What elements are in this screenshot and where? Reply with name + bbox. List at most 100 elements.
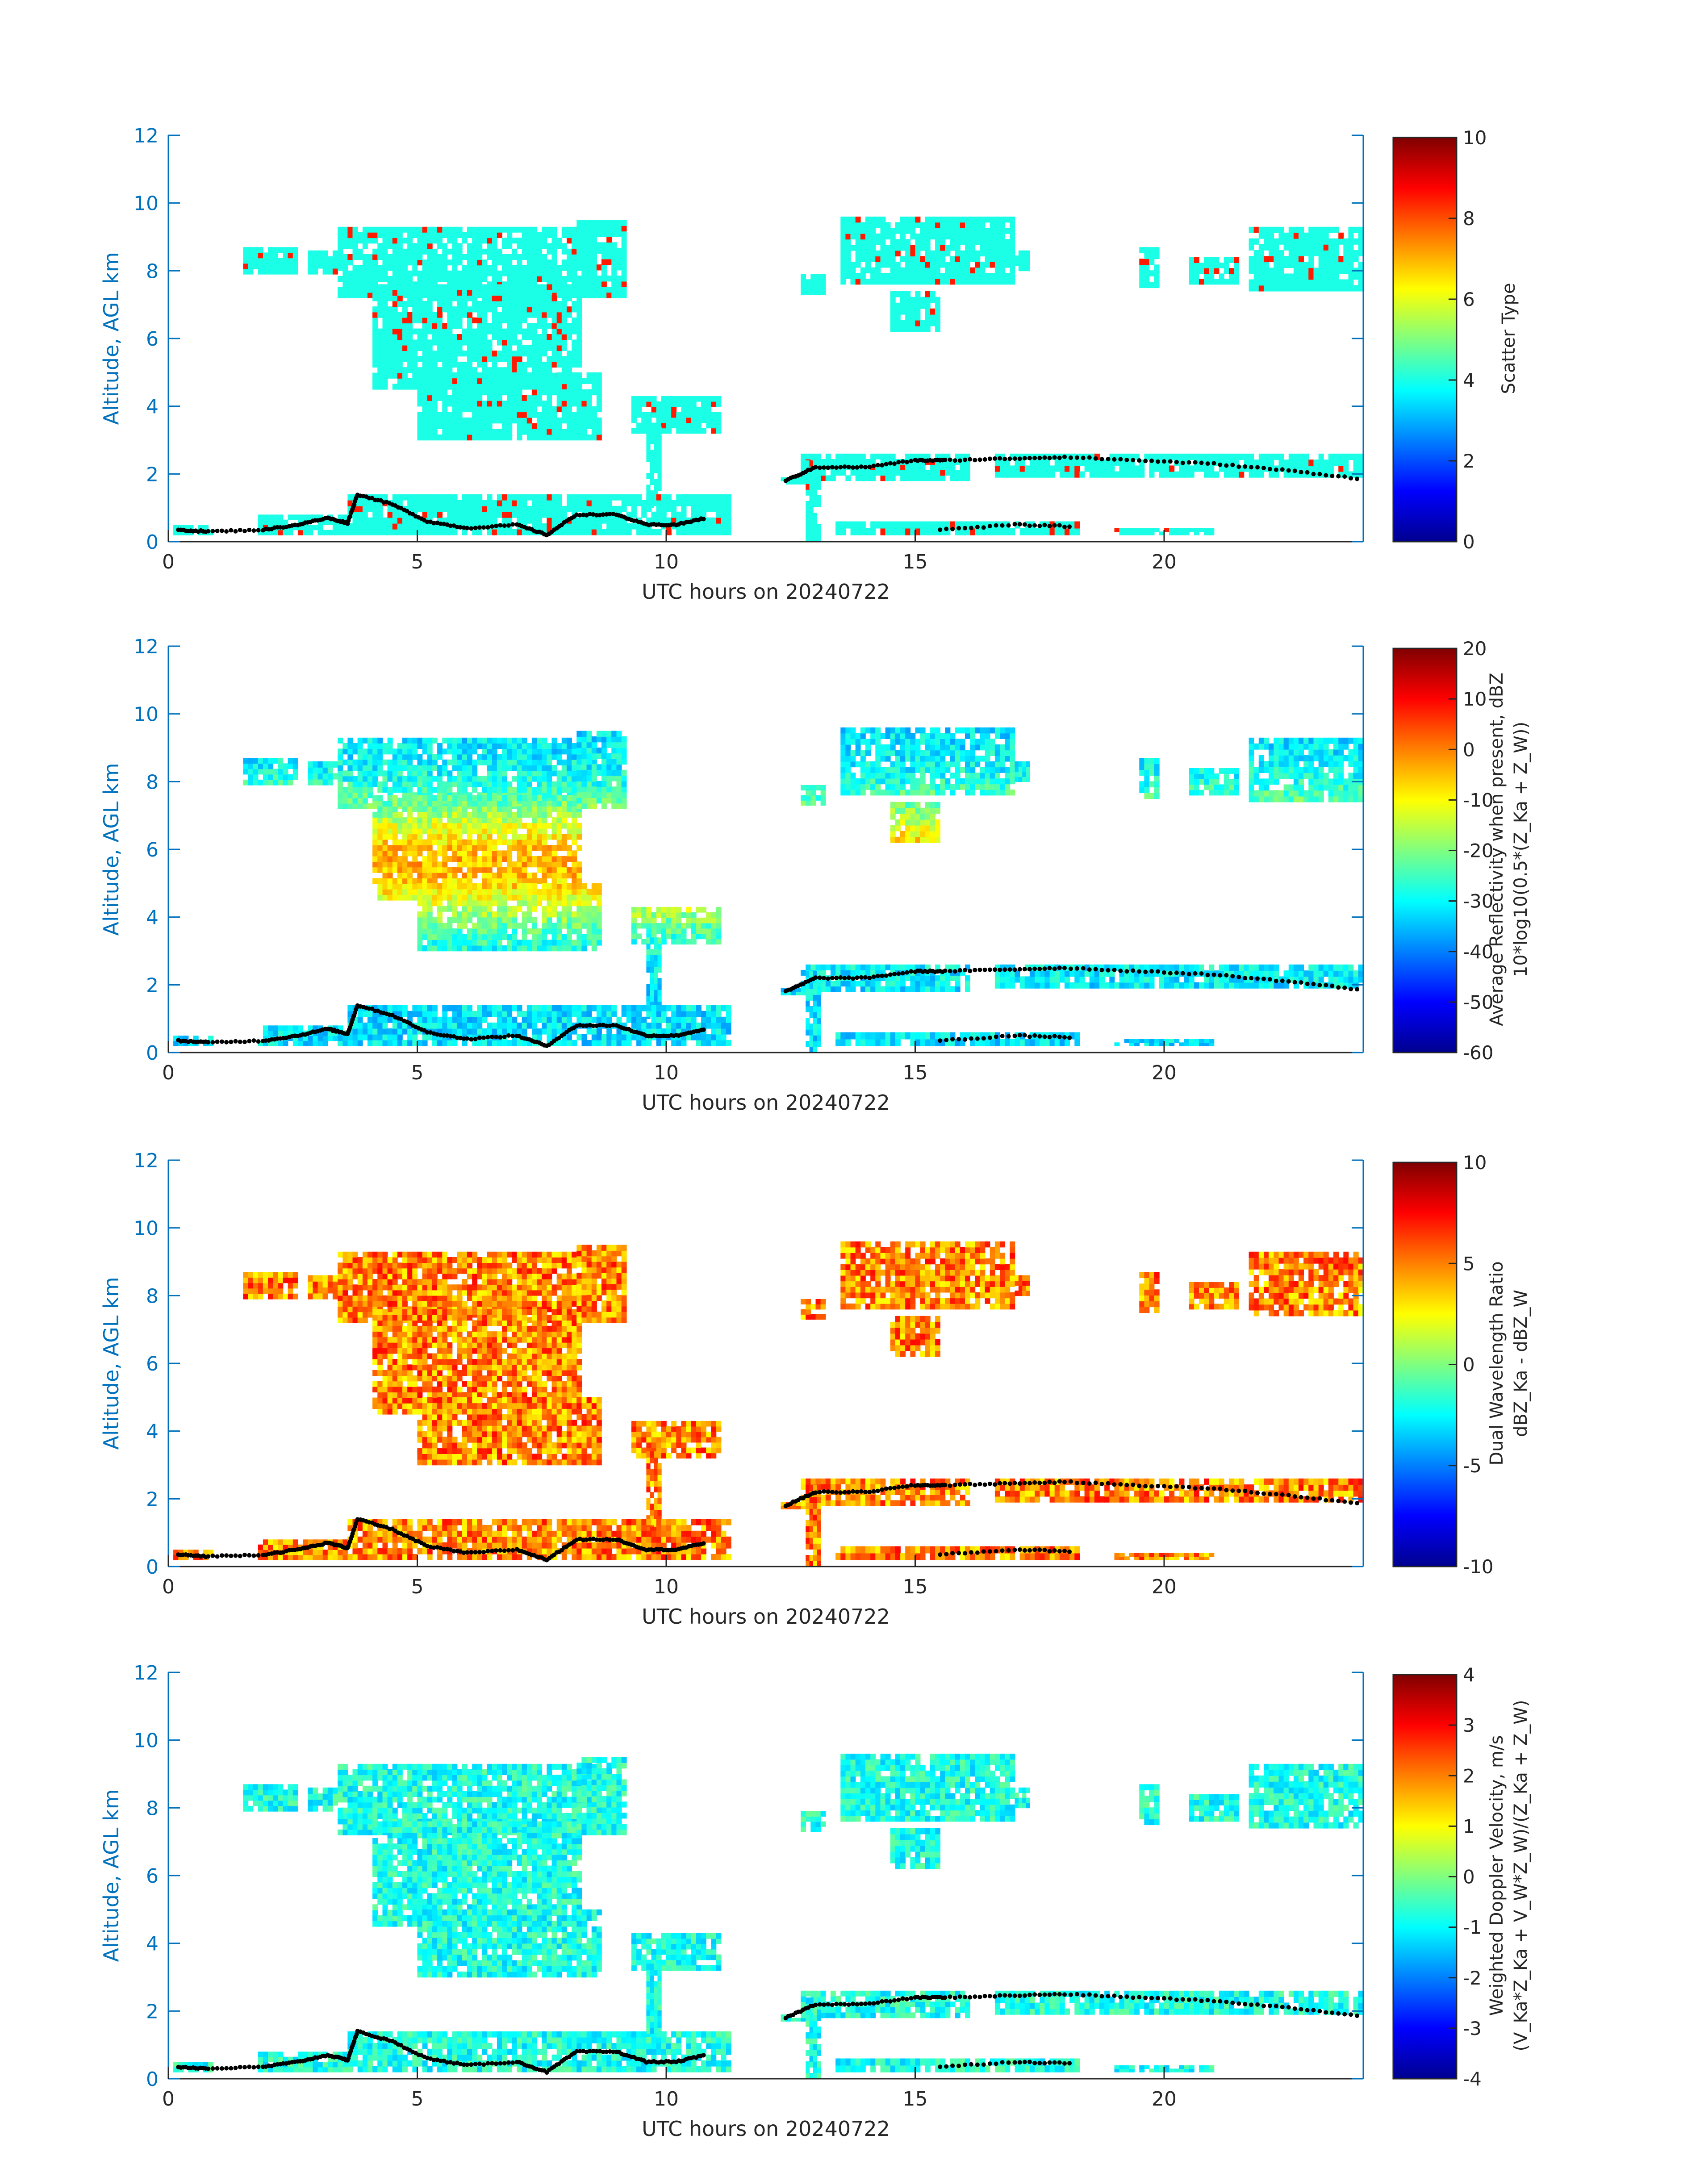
echo-cell bbox=[362, 803, 368, 809]
echo-cell bbox=[437, 517, 443, 524]
echo-cell bbox=[556, 356, 562, 362]
echo-cell bbox=[537, 434, 543, 441]
echo-cell bbox=[517, 361, 522, 368]
echo-cell bbox=[1024, 521, 1030, 529]
echo-cell bbox=[297, 514, 303, 520]
echo-cell bbox=[497, 389, 502, 396]
echo-cell bbox=[263, 252, 268, 259]
echo-cell bbox=[308, 773, 313, 780]
echo-cell bbox=[462, 517, 468, 524]
echo-cell bbox=[596, 292, 602, 298]
echo-cell bbox=[855, 273, 861, 279]
echo-cell bbox=[621, 523, 627, 530]
echo-cell bbox=[412, 306, 418, 313]
echo-cell bbox=[1139, 465, 1145, 472]
echo-cell bbox=[591, 231, 597, 237]
echo-cell bbox=[950, 267, 956, 274]
boundary-dot bbox=[1336, 474, 1341, 479]
echo-cell bbox=[1139, 270, 1145, 277]
echo-cell bbox=[407, 494, 413, 501]
echo-cell bbox=[427, 361, 433, 368]
echo-cell bbox=[392, 270, 398, 276]
echo-cell bbox=[975, 256, 981, 262]
echo-cell bbox=[422, 395, 428, 401]
echo-cell bbox=[1010, 465, 1015, 472]
echo-cell bbox=[392, 776, 398, 782]
echo-cell bbox=[925, 475, 931, 481]
echo-cell bbox=[1199, 263, 1204, 268]
echo-cell bbox=[517, 395, 522, 401]
echo-cell bbox=[432, 500, 438, 506]
echo-cell bbox=[462, 295, 468, 301]
echo-cell bbox=[890, 239, 896, 245]
boundary-dot bbox=[1274, 468, 1278, 472]
echo-cell bbox=[850, 279, 856, 285]
echo-cell bbox=[915, 521, 921, 529]
echo-cell bbox=[556, 276, 562, 282]
echo-cell bbox=[477, 290, 483, 296]
echo-cell bbox=[497, 759, 502, 765]
echo-cell bbox=[696, 412, 702, 418]
echo-cell bbox=[452, 243, 458, 249]
echo-cell bbox=[442, 423, 448, 429]
echo-cell bbox=[990, 250, 995, 257]
echo-cell bbox=[442, 345, 448, 351]
echo-cell bbox=[606, 253, 612, 259]
echo-cell bbox=[1239, 453, 1244, 460]
echo-cell bbox=[1049, 465, 1055, 472]
echo-cell bbox=[497, 429, 502, 435]
echo-cell bbox=[596, 529, 602, 535]
echo-cell bbox=[427, 417, 433, 424]
echo-cell bbox=[317, 525, 323, 531]
echo-cell bbox=[427, 328, 433, 334]
echo-cell bbox=[258, 769, 263, 775]
echo-cell bbox=[1288, 238, 1294, 245]
echo-cell bbox=[342, 226, 348, 233]
echo-cell bbox=[547, 792, 552, 798]
echo-cell bbox=[258, 268, 263, 275]
echo-cell bbox=[1283, 256, 1289, 263]
echo-cell bbox=[930, 297, 935, 303]
echo-cell bbox=[526, 301, 532, 307]
boundary-dot bbox=[1230, 463, 1235, 468]
echo-cell bbox=[616, 287, 622, 293]
echo-cell bbox=[616, 529, 622, 535]
echo-cell bbox=[910, 297, 916, 303]
echo-cell bbox=[477, 270, 483, 276]
echo-cell bbox=[880, 273, 886, 279]
echo-cell bbox=[357, 529, 363, 535]
echo-cell bbox=[606, 506, 612, 512]
echo-cell bbox=[975, 273, 981, 279]
echo-cell bbox=[447, 290, 453, 296]
echo-cell bbox=[492, 517, 497, 524]
boundary-dot bbox=[481, 525, 486, 530]
echo-cell bbox=[427, 378, 433, 384]
echo-cell bbox=[427, 737, 433, 744]
echo-cell bbox=[507, 328, 513, 334]
echo-cell bbox=[397, 243, 403, 249]
echo-cell bbox=[457, 406, 463, 413]
echo-cell bbox=[442, 395, 448, 401]
echo-cell bbox=[492, 306, 497, 313]
echo-cell bbox=[875, 267, 881, 274]
echo-cell bbox=[442, 803, 448, 809]
echo-cell bbox=[462, 429, 468, 435]
echo-cell bbox=[676, 529, 682, 535]
echo-cell bbox=[407, 334, 413, 340]
echo-cell bbox=[1328, 460, 1334, 466]
echo-cell bbox=[980, 217, 986, 223]
boundary-dot bbox=[957, 458, 962, 463]
echo-cell bbox=[447, 295, 453, 301]
echo-cell bbox=[457, 259, 463, 266]
echo-cell bbox=[278, 263, 284, 269]
echo-cell bbox=[616, 231, 622, 237]
echo-cell bbox=[357, 248, 363, 255]
echo-cell bbox=[313, 262, 318, 269]
echo-cell bbox=[382, 312, 388, 318]
echo-cell bbox=[531, 243, 537, 249]
echo-cell bbox=[437, 743, 443, 749]
echo-cell bbox=[890, 308, 896, 315]
echo-cell bbox=[422, 351, 428, 357]
echo-cell bbox=[402, 759, 408, 765]
